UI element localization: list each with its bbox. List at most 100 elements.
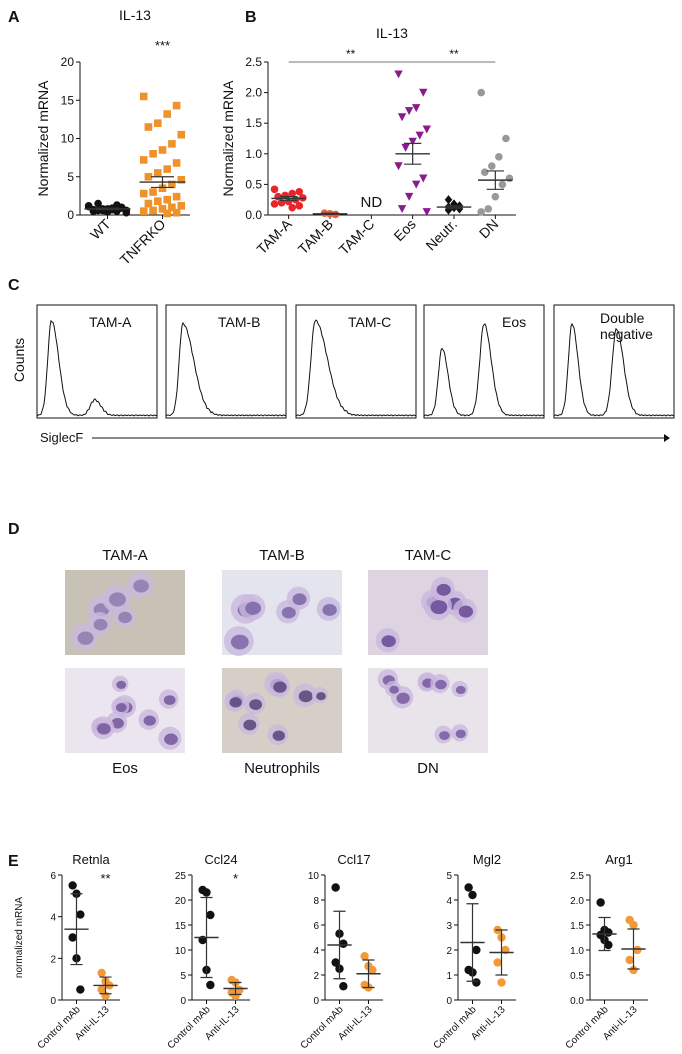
cell-nucleus: [230, 634, 249, 650]
error-bar: [200, 896, 213, 979]
data-point: [168, 203, 176, 212]
data-point: [472, 978, 481, 987]
data-point: [498, 180, 507, 189]
data-point: [295, 187, 304, 196]
error-bar: [486, 170, 504, 190]
data-point: [270, 185, 279, 194]
data-point: [401, 143, 410, 152]
y-axis-label: Normalized mRNA: [35, 80, 51, 197]
error-bar: [280, 196, 298, 201]
data-point: [477, 88, 485, 97]
arrow-head: [664, 434, 670, 442]
data-point: [295, 202, 304, 210]
data-point: [604, 940, 613, 950]
cell-nucleus: [245, 601, 262, 615]
error-bar: [99, 976, 112, 995]
data-point: [163, 110, 172, 118]
data-point: [422, 125, 431, 134]
y-tick-label: 15: [61, 93, 75, 107]
y-tick-label: 25: [175, 871, 187, 882]
micrograph-label: Neutrophils: [244, 760, 320, 777]
y-tick-label: 4: [313, 946, 319, 957]
data-point: [419, 88, 428, 97]
y-tick-label: 10: [175, 946, 187, 957]
y-tick-label: 2: [50, 954, 56, 965]
data-point: [113, 201, 121, 209]
data-point: [172, 192, 181, 201]
data-point: [177, 202, 186, 210]
x-tick-label: Control mAb: [564, 1004, 611, 1049]
y-tick-label: 2: [446, 946, 452, 957]
histogram-frame: [423, 304, 545, 419]
data-point: [177, 176, 186, 184]
data-point: [415, 131, 424, 140]
y-tick-label: 0.0: [245, 208, 262, 222]
data-point: [339, 939, 348, 948]
data-point: [149, 150, 157, 158]
data-point: [484, 205, 493, 213]
significance-label: **: [449, 47, 459, 61]
y-tick-label: 10: [61, 132, 75, 146]
chart-title: Mgl2: [473, 852, 501, 867]
data-point: [464, 883, 473, 892]
cell-nucleus: [163, 695, 176, 705]
cell-nucleus: [164, 733, 178, 745]
y-tick-label: 2: [313, 971, 319, 982]
axis-label: Counts: [11, 338, 27, 382]
y-tick-label: 1.5: [570, 921, 584, 932]
panel-letter: E: [8, 853, 19, 870]
data-point: [206, 910, 215, 920]
y-tick-label: 10: [308, 871, 320, 882]
cell-nucleus: [396, 692, 410, 704]
cell-nucleus: [115, 703, 127, 713]
data-point: [288, 203, 297, 212]
significance-label: **: [346, 47, 356, 61]
data-point: [288, 189, 297, 198]
cell-nucleus: [77, 631, 94, 645]
data-point: [505, 174, 514, 183]
data-point: [412, 104, 421, 113]
x-tick-label: Control mAb: [299, 1004, 346, 1049]
chart-title: Ccl17: [337, 852, 370, 867]
x-tick-label: TNFRKO: [117, 216, 169, 268]
error-bar: [333, 910, 346, 980]
micrograph-label: TAM-A: [102, 547, 148, 564]
data-point: [144, 199, 153, 208]
y-tick-label: 0.0: [570, 996, 584, 1007]
cell-nucleus: [436, 583, 451, 596]
histogram-curve: [165, 321, 287, 417]
y-tick-label: 0: [50, 996, 56, 1007]
data-point: [172, 101, 181, 110]
data-point: [153, 119, 162, 127]
y-tick-label: 3: [446, 921, 452, 932]
significance-label: **: [100, 871, 110, 886]
error-bar: [445, 205, 463, 209]
error-bar: [96, 207, 119, 211]
data-point: [480, 168, 489, 176]
y-tick-label: 20: [175, 896, 187, 907]
data-point: [629, 965, 638, 975]
panel-letter: A: [8, 9, 20, 26]
annotation: ND: [360, 194, 382, 211]
data-point: [331, 883, 340, 892]
data-point: [153, 169, 162, 177]
data-point: [472, 945, 481, 955]
histogram-curve: [36, 319, 158, 417]
data-point: [629, 920, 638, 930]
data-point: [163, 209, 172, 218]
data-point: [404, 192, 414, 201]
y-tick-label: 5: [180, 971, 186, 982]
x-tick-label: TAM-C: [336, 216, 378, 258]
data-point: [468, 890, 477, 900]
cell-nucleus: [455, 685, 466, 695]
data-point: [153, 197, 162, 206]
data-point: [408, 137, 417, 146]
micrograph-label: TAM-C: [405, 547, 452, 564]
cell-nucleus: [93, 618, 108, 631]
y-tick-label: 1: [446, 971, 452, 982]
error-bar: [229, 981, 242, 996]
data-point: [502, 134, 510, 143]
data-point: [97, 985, 106, 994]
histogram-frame: [553, 304, 675, 419]
